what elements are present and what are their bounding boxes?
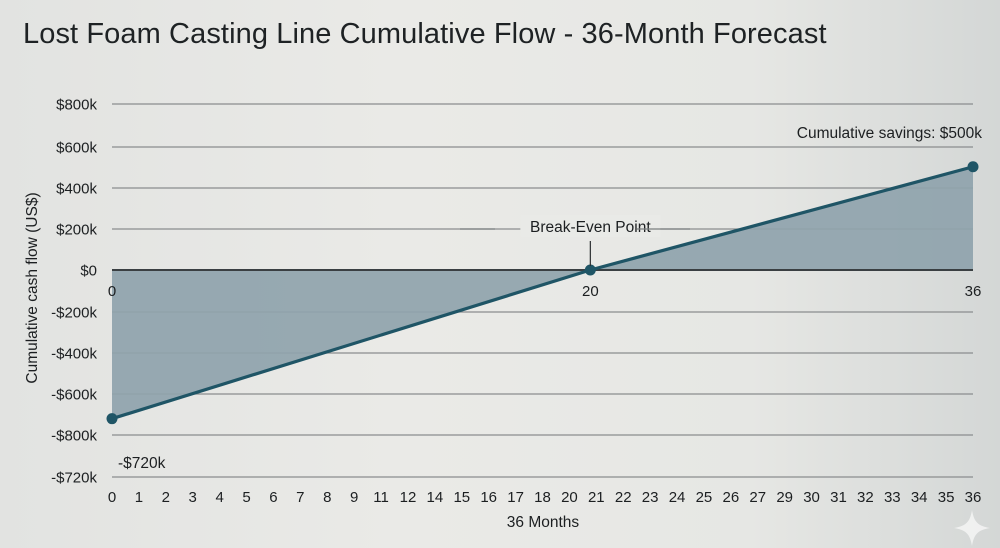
annotation-start-value: -$720k [118, 455, 166, 472]
x-tick-label: 0 [108, 489, 116, 506]
x-tick-label: 24 [669, 489, 686, 506]
data-point[interactable] [967, 161, 979, 173]
x-tick-label: 4 [215, 489, 223, 506]
x-tick-label: 26 [723, 489, 740, 506]
zero-axis-label: 0 [108, 283, 116, 300]
y-tick-label: $800k [56, 97, 97, 114]
x-tick-label: 9 [350, 489, 358, 506]
x-tick-label: 29 [776, 489, 793, 506]
area-fill-shape [112, 166, 973, 419]
y-axis-title: Cumulative cash flow (US$) [24, 192, 41, 383]
y-tick-label: -$600k [51, 387, 97, 404]
y-tick-label: -$800k [51, 428, 97, 445]
x-tick-label: 23 [642, 489, 659, 506]
x-tick-label: 22 [615, 489, 632, 506]
x-tick-label: 5 [242, 489, 250, 506]
x-tick-label: 14 [427, 489, 444, 506]
x-tick-label: 2 [162, 489, 170, 506]
y-tick-label: $200k [56, 222, 97, 239]
data-line [106, 161, 979, 425]
annotation-break-even: Break-Even Point [530, 219, 651, 236]
x-tick-label: 34 [911, 489, 928, 506]
x-tick-label: 25 [696, 489, 713, 506]
x-tick-label: 7 [296, 489, 304, 506]
zero-axis-label: 20 [582, 283, 599, 300]
x-tick-label: 32 [857, 489, 874, 506]
x-axis-title: 36 Months [507, 514, 580, 531]
data-point[interactable] [584, 264, 596, 276]
zero-axis-label: 36 [965, 283, 982, 300]
x-tick-label: 17 [507, 489, 524, 506]
x-tick-label: 20 [561, 489, 578, 506]
x-tick-label: 33 [884, 489, 901, 506]
x-tick-label: 11 [373, 489, 389, 506]
y-tick-label: $600k [56, 140, 97, 157]
annotation-cumulative-savings: Cumulative savings: $500k [797, 125, 982, 142]
chart-title: Lost Foam Casting Line Cumulative Flow -… [23, 18, 827, 50]
y-tick-label: -$400k [51, 346, 97, 363]
x-tick-label: 8 [323, 489, 331, 506]
x-tick-label: 30 [803, 489, 820, 506]
annotations: -$720k Break-Even Point Cumulative savings… [118, 125, 982, 472]
y-tick-label: $0 [80, 263, 97, 280]
x-tick-label: 15 [453, 489, 470, 506]
x-tick-label: 18 [534, 489, 551, 506]
y-tick-label: -$720k [51, 470, 97, 487]
x-tick-label: 21 [588, 489, 605, 506]
x-axis-ticks: 0 1 2 3 4 5 6 7 8 9 11 12 14 15 16 17 18 20 21 22 23 24 25 26 27… [108, 489, 982, 506]
zero-axis-labels: 0 20 36 [108, 283, 982, 300]
x-tick-label: 3 [189, 489, 197, 506]
annotation-bg [520, 215, 661, 237]
x-tick-label: 12 [400, 489, 417, 506]
y-tick-label: $400k [56, 181, 97, 198]
data-point[interactable] [106, 413, 118, 425]
x-tick-label: 35 [938, 489, 955, 506]
x-tick-label: 36 [965, 489, 982, 506]
x-tick-label: 6 [269, 489, 277, 506]
x-tick-label: 16 [480, 489, 497, 506]
y-tick-label: -$200k [51, 305, 97, 322]
x-tick-label: 1 [135, 489, 143, 506]
x-tick-label: 27 [749, 489, 766, 506]
area-fill [112, 166, 973, 419]
x-tick-label: 31 [830, 489, 847, 506]
grid-lines [112, 103, 973, 478]
sparkle-icon [954, 510, 990, 546]
y-axis-ticks: $800k $600k $400k $200k $0 -$200k -$400k -$600k… [51, 97, 97, 487]
